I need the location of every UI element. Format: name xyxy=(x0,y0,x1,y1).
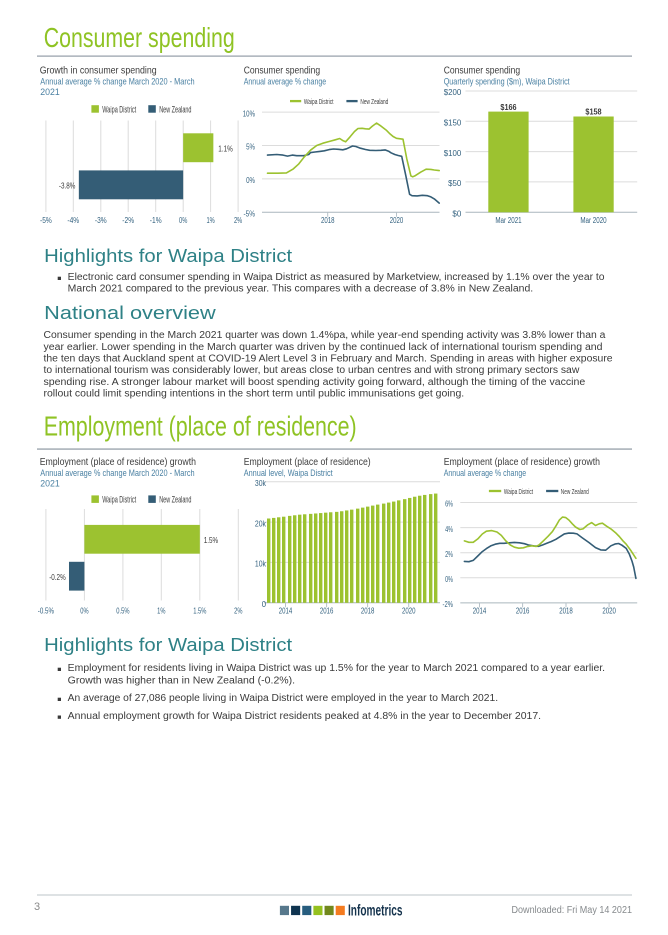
svg-text:$200: $200 xyxy=(444,88,462,97)
svg-text:$150: $150 xyxy=(444,119,462,128)
svg-text:4%: 4% xyxy=(445,525,453,534)
svg-text:-0.2%: -0.2% xyxy=(49,572,66,582)
svg-text:20k: 20k xyxy=(255,519,267,528)
svg-text:2020: 2020 xyxy=(390,216,404,225)
svg-text:-0.5%: -0.5% xyxy=(38,606,54,615)
svg-text:2018: 2018 xyxy=(321,216,335,225)
svg-text:-3%: -3% xyxy=(95,216,107,225)
svg-text:-2%: -2% xyxy=(443,600,454,609)
svg-text:10k: 10k xyxy=(255,560,267,569)
svg-text:Waipa District: Waipa District xyxy=(304,97,334,106)
svg-text:2%: 2% xyxy=(445,550,453,559)
svg-text:Consumer spending: Consumer spending xyxy=(244,64,321,76)
svg-text:year earlier. Lower spending i: year earlier. Lower spending in the Marc… xyxy=(44,342,603,353)
svg-text:0%: 0% xyxy=(445,575,453,584)
svg-text:Electronic card consumer spend: Electronic card consumer spending in Wai… xyxy=(68,272,605,283)
svg-text:Waipa District: Waipa District xyxy=(102,495,136,505)
svg-text:New Zealand: New Zealand xyxy=(561,487,589,496)
svg-text:10%: 10% xyxy=(243,109,255,118)
svg-text:2%: 2% xyxy=(234,606,242,615)
svg-text:rollout could limit spending i: rollout could limit spending intentions … xyxy=(44,389,465,400)
svg-text:$0: $0 xyxy=(452,210,461,219)
svg-text:1.5%: 1.5% xyxy=(193,606,206,615)
svg-text:Annual employment growth for W: Annual employment growth for Waipa Distr… xyxy=(68,711,541,722)
svg-text:$158: $158 xyxy=(585,107,601,117)
svg-text:New Zealand: New Zealand xyxy=(159,105,191,115)
svg-text:2018: 2018 xyxy=(361,606,375,615)
svg-text:5%: 5% xyxy=(246,143,255,152)
svg-text:-5%: -5% xyxy=(244,210,256,219)
svg-text:Quarterly spending ($m), Waipa: Quarterly spending ($m), Waipa District xyxy=(444,77,570,88)
svg-text:-3.8%: -3.8% xyxy=(59,181,76,191)
svg-text:Annual average % change March: Annual average % change March 2020 - Mar… xyxy=(40,77,194,88)
svg-text:Waipa District: Waipa District xyxy=(102,105,136,115)
svg-text:2018: 2018 xyxy=(559,606,573,615)
svg-text:Infometrics: Infometrics xyxy=(348,902,403,919)
svg-text:-5%: -5% xyxy=(40,216,52,225)
svg-text:6%: 6% xyxy=(445,500,453,509)
svg-text:Annual level, Waipa District: Annual level, Waipa District xyxy=(244,468,333,479)
svg-text:Employment (place of residence: Employment (place of residence) xyxy=(244,456,371,468)
svg-text:30k: 30k xyxy=(255,479,267,488)
svg-text:2016: 2016 xyxy=(516,606,530,615)
svg-text:Growth in consumer spending: Growth in consumer spending xyxy=(40,64,157,76)
svg-text:New Zealand: New Zealand xyxy=(159,495,191,505)
svg-text:2014: 2014 xyxy=(473,606,487,615)
svg-text:March 2021 compared to the pre: March 2021 compared to the previous year… xyxy=(68,284,534,295)
svg-text:New Zealand: New Zealand xyxy=(360,97,388,106)
svg-text:Annual average % change March: Annual average % change March 2020 - Mar… xyxy=(40,468,194,479)
svg-text:the ten days that Auckland spe: the ten days that Auckland spent at COVI… xyxy=(44,354,614,365)
svg-text:2014: 2014 xyxy=(279,606,293,615)
svg-text:Consumer spending in the March: Consumer spending in the March 2021 quar… xyxy=(44,330,606,341)
svg-text:National overview: National overview xyxy=(44,303,217,323)
svg-text:Annual average % change: Annual average % change xyxy=(244,77,327,88)
svg-text:2021: 2021 xyxy=(40,87,60,98)
svg-text:spending rise. A stronger labo: spending rise. A stronger labour market … xyxy=(44,377,586,388)
svg-text:Consumer spending: Consumer spending xyxy=(444,64,521,76)
svg-text:to international tourism was c: to international tourism was considerabl… xyxy=(44,365,581,376)
svg-text:2016: 2016 xyxy=(320,606,334,615)
svg-text:1.1%: 1.1% xyxy=(218,144,233,154)
svg-text:1%: 1% xyxy=(206,216,214,225)
svg-text:1%: 1% xyxy=(157,606,165,615)
svg-text:Employment (place of residence: Employment (place of residence) growth xyxy=(444,456,600,468)
svg-text:1.5%: 1.5% xyxy=(204,535,219,545)
svg-text:0%: 0% xyxy=(246,176,255,185)
svg-text:Highlights for Waipa District: Highlights for Waipa District xyxy=(44,635,292,655)
svg-text:2020: 2020 xyxy=(402,606,416,615)
svg-text:2%: 2% xyxy=(234,216,242,225)
svg-text:Mar 2021: Mar 2021 xyxy=(495,216,522,225)
svg-text:Mar 2020: Mar 2020 xyxy=(580,216,607,225)
svg-text:$50: $50 xyxy=(448,179,462,188)
svg-text:Downloaded: Fri May 14 2021: Downloaded: Fri May 14 2021 xyxy=(512,905,633,916)
svg-text:0: 0 xyxy=(262,600,267,609)
svg-text:-1%: -1% xyxy=(150,216,162,225)
svg-text:Waipa District: Waipa District xyxy=(504,487,534,496)
svg-text:Consumer spending: Consumer spending xyxy=(44,22,235,53)
svg-text:-4%: -4% xyxy=(67,216,79,225)
svg-text:2021: 2021 xyxy=(40,478,60,489)
svg-text:Employment for residents livin: Employment for residents living in Waipa… xyxy=(68,663,605,674)
svg-text:An average of 27,086 people li: An average of 27,086 people living in Wa… xyxy=(68,693,498,704)
svg-text:Highlights for Waipa District: Highlights for Waipa District xyxy=(44,246,292,266)
svg-text:Employment (place of residence: Employment (place of residence) growth xyxy=(40,456,196,468)
svg-text:$166: $166 xyxy=(500,102,516,112)
svg-text:0%: 0% xyxy=(179,216,187,225)
svg-text:Employment (place of residence: Employment (place of residence) xyxy=(44,410,357,441)
svg-text:0.5%: 0.5% xyxy=(116,606,129,615)
svg-text:3: 3 xyxy=(34,901,40,913)
svg-text:0%: 0% xyxy=(80,606,88,615)
svg-text:-2%: -2% xyxy=(122,216,134,225)
svg-text:2020: 2020 xyxy=(602,606,616,615)
svg-text:Annual average % change: Annual average % change xyxy=(444,468,527,479)
svg-text:$100: $100 xyxy=(444,149,462,158)
svg-text:Growth was higher than in New: Growth was higher than in New Zealand (-… xyxy=(68,676,295,687)
